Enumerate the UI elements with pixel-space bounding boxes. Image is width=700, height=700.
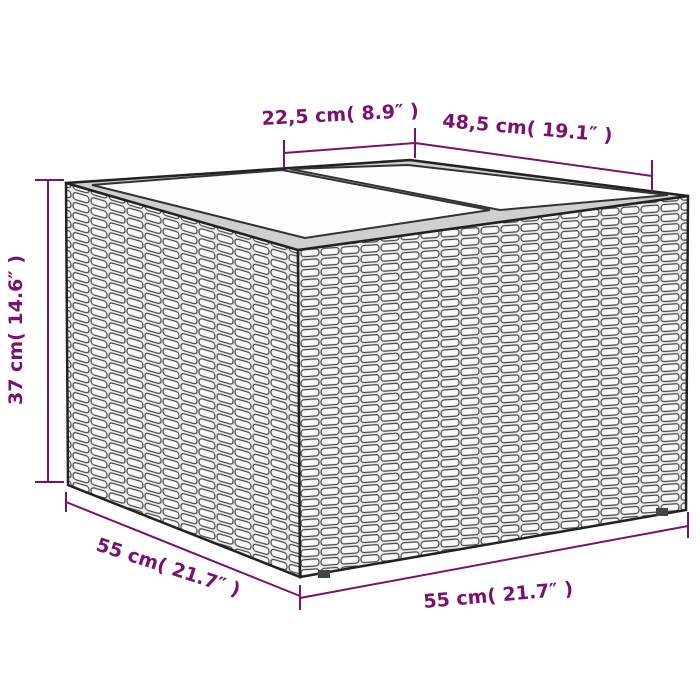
dimension-label-front-width: 55 cm( 21.7″ ) bbox=[423, 578, 574, 613]
dimension-label-depth: 48,5 cm( 19.1″ ) bbox=[442, 110, 614, 147]
dimension-label-top-panel: 22,5 cm( 8.9″ ) bbox=[261, 100, 419, 130]
box-front-face bbox=[296, 194, 690, 579]
box-foot bbox=[318, 570, 330, 578]
box-left-face bbox=[64, 181, 302, 579]
glass-panel-left bbox=[91, 168, 491, 240]
box-foot bbox=[656, 508, 668, 516]
glass-panel-right bbox=[289, 163, 669, 212]
dimension-lines bbox=[35, 128, 689, 610]
dimension-label-height: 37 cm( 14.6″ ) bbox=[5, 255, 27, 405]
